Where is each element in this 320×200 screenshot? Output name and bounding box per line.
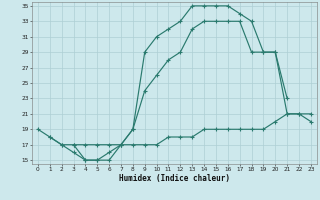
- X-axis label: Humidex (Indice chaleur): Humidex (Indice chaleur): [119, 174, 230, 183]
